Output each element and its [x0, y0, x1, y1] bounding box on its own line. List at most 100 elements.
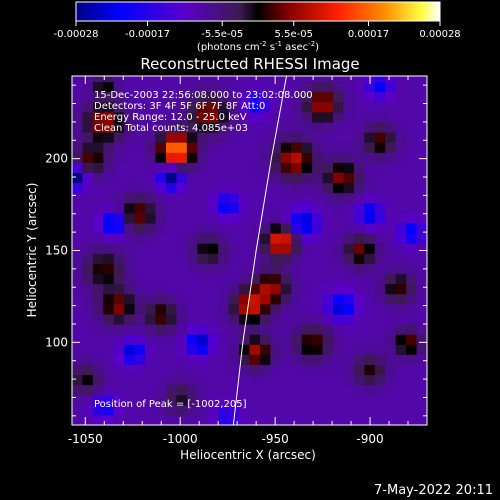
- heatmap-cell: [92, 313, 104, 325]
- heatmap-cell: [103, 152, 115, 163]
- heatmap-cell: [374, 334, 386, 345]
- heatmap-cell: [374, 222, 386, 234]
- heatmap-cell: [92, 253, 104, 264]
- heatmap-cell: [155, 101, 167, 113]
- heatmap-cell: [155, 243, 167, 254]
- heatmap-cell: [270, 152, 282, 163]
- heatmap-cell: [124, 303, 136, 315]
- heatmap-cell: [165, 132, 178, 143]
- heatmap-cell: [364, 202, 376, 214]
- heatmap-cell: [343, 323, 355, 335]
- heatmap-cell: [280, 374, 292, 386]
- heatmap-cell: [333, 384, 345, 396]
- heatmap-cell: [416, 111, 427, 123]
- heatmap-cell: [322, 414, 334, 425]
- heatmap-cell: [270, 91, 282, 103]
- heatmap-cell: [259, 192, 271, 204]
- heatmap-cell: [92, 344, 104, 355]
- heatmap-cell: [249, 364, 261, 376]
- heatmap-cell: [395, 313, 407, 325]
- heatmap-cell: [353, 172, 365, 184]
- heatmap-cell: [103, 81, 115, 93]
- heatmap-cell: [82, 222, 94, 234]
- heatmap-cell: [259, 374, 271, 386]
- heatmap-cell: [353, 212, 365, 224]
- heatmap-cell: [385, 344, 397, 355]
- heatmap-cell: [239, 344, 251, 355]
- heatmap-cell: [92, 323, 104, 335]
- heatmap-cell: [291, 323, 303, 335]
- heatmap-cell: [291, 162, 303, 174]
- heatmap-cell: [207, 132, 219, 143]
- heatmap-cell: [374, 142, 386, 153]
- heatmap-cell: [145, 182, 157, 194]
- heatmap-cell: [218, 192, 230, 204]
- heatmap-cell: [343, 91, 355, 103]
- heatmap-cell: [406, 91, 418, 103]
- heatmap-cell: [176, 404, 188, 416]
- heatmap-cell: [124, 162, 136, 174]
- heatmap-cell: [291, 404, 303, 416]
- heatmap-cell: [259, 323, 271, 335]
- heatmap-cell: [249, 273, 261, 285]
- heatmap-cell: [385, 303, 397, 315]
- heatmap-cell: [416, 172, 427, 184]
- heatmap-cell: [124, 91, 136, 103]
- heatmap-cell: [312, 384, 324, 396]
- heatmap-cell: [333, 344, 345, 355]
- heatmap-cell: [176, 323, 188, 335]
- heatmap-cell: [343, 152, 355, 163]
- heatmap-cell: [416, 192, 427, 204]
- heatmap-cell: [280, 111, 292, 123]
- heatmap-cell: [416, 101, 427, 113]
- heatmap-cell: [124, 243, 136, 254]
- heatmap-cell: [322, 222, 334, 234]
- heatmap-cell: [312, 293, 324, 305]
- heatmap-cell: [416, 91, 427, 103]
- heatmap-cell: [197, 192, 209, 204]
- heatmap-cell: [82, 152, 94, 163]
- heatmap-cell: [124, 132, 136, 143]
- heatmap-cell: [218, 243, 230, 254]
- heatmap-cell: [134, 283, 146, 295]
- heatmap-cell: [228, 384, 240, 396]
- heatmap-cell: [353, 313, 365, 325]
- heatmap-cell: [291, 222, 303, 234]
- heatmap-cell: [72, 132, 84, 143]
- heatmap-cell: [218, 303, 230, 315]
- heatmap-cell: [333, 303, 345, 315]
- y-axis-label: Heliocentric Y (arcsec): [25, 183, 39, 318]
- heatmap-cell: [406, 374, 418, 386]
- heatmap-cell: [333, 142, 345, 153]
- heatmap-cell: [249, 132, 261, 143]
- heatmap-cell: [353, 81, 365, 93]
- heatmap-cell: [301, 334, 313, 345]
- heatmap-cell: [82, 172, 94, 184]
- heatmap-cell: [343, 172, 355, 184]
- heatmap-cell: [416, 233, 427, 244]
- heatmap-cell: [280, 334, 292, 345]
- heatmap-cell: [176, 384, 188, 396]
- heatmap-cell: [312, 121, 324, 133]
- heatmap-cell: [218, 253, 230, 264]
- heatmap-cell: [239, 222, 251, 234]
- heatmap-cell: [406, 303, 418, 315]
- heatmap-cell: [291, 121, 303, 133]
- heatmap-cell: [312, 394, 324, 406]
- heatmap-cell: [72, 364, 84, 376]
- heatmap-cell: [186, 233, 198, 244]
- heatmap-cell: [197, 283, 209, 295]
- heatmap-cell: [291, 293, 303, 305]
- heatmap-cell: [228, 253, 240, 264]
- heatmap-cell: [145, 172, 157, 184]
- heatmap-cell: [322, 101, 334, 113]
- heatmap-cell: [197, 91, 209, 103]
- heatmap-cell: [103, 404, 115, 416]
- heatmap-cell: [239, 111, 251, 123]
- heatmap-cell: [249, 384, 261, 396]
- heatmap-cell: [343, 111, 355, 123]
- heatmap-cell: [72, 404, 84, 416]
- heatmap-cell: [395, 162, 407, 174]
- heatmap-cell: [218, 374, 230, 386]
- heatmap-cell: [113, 76, 125, 83]
